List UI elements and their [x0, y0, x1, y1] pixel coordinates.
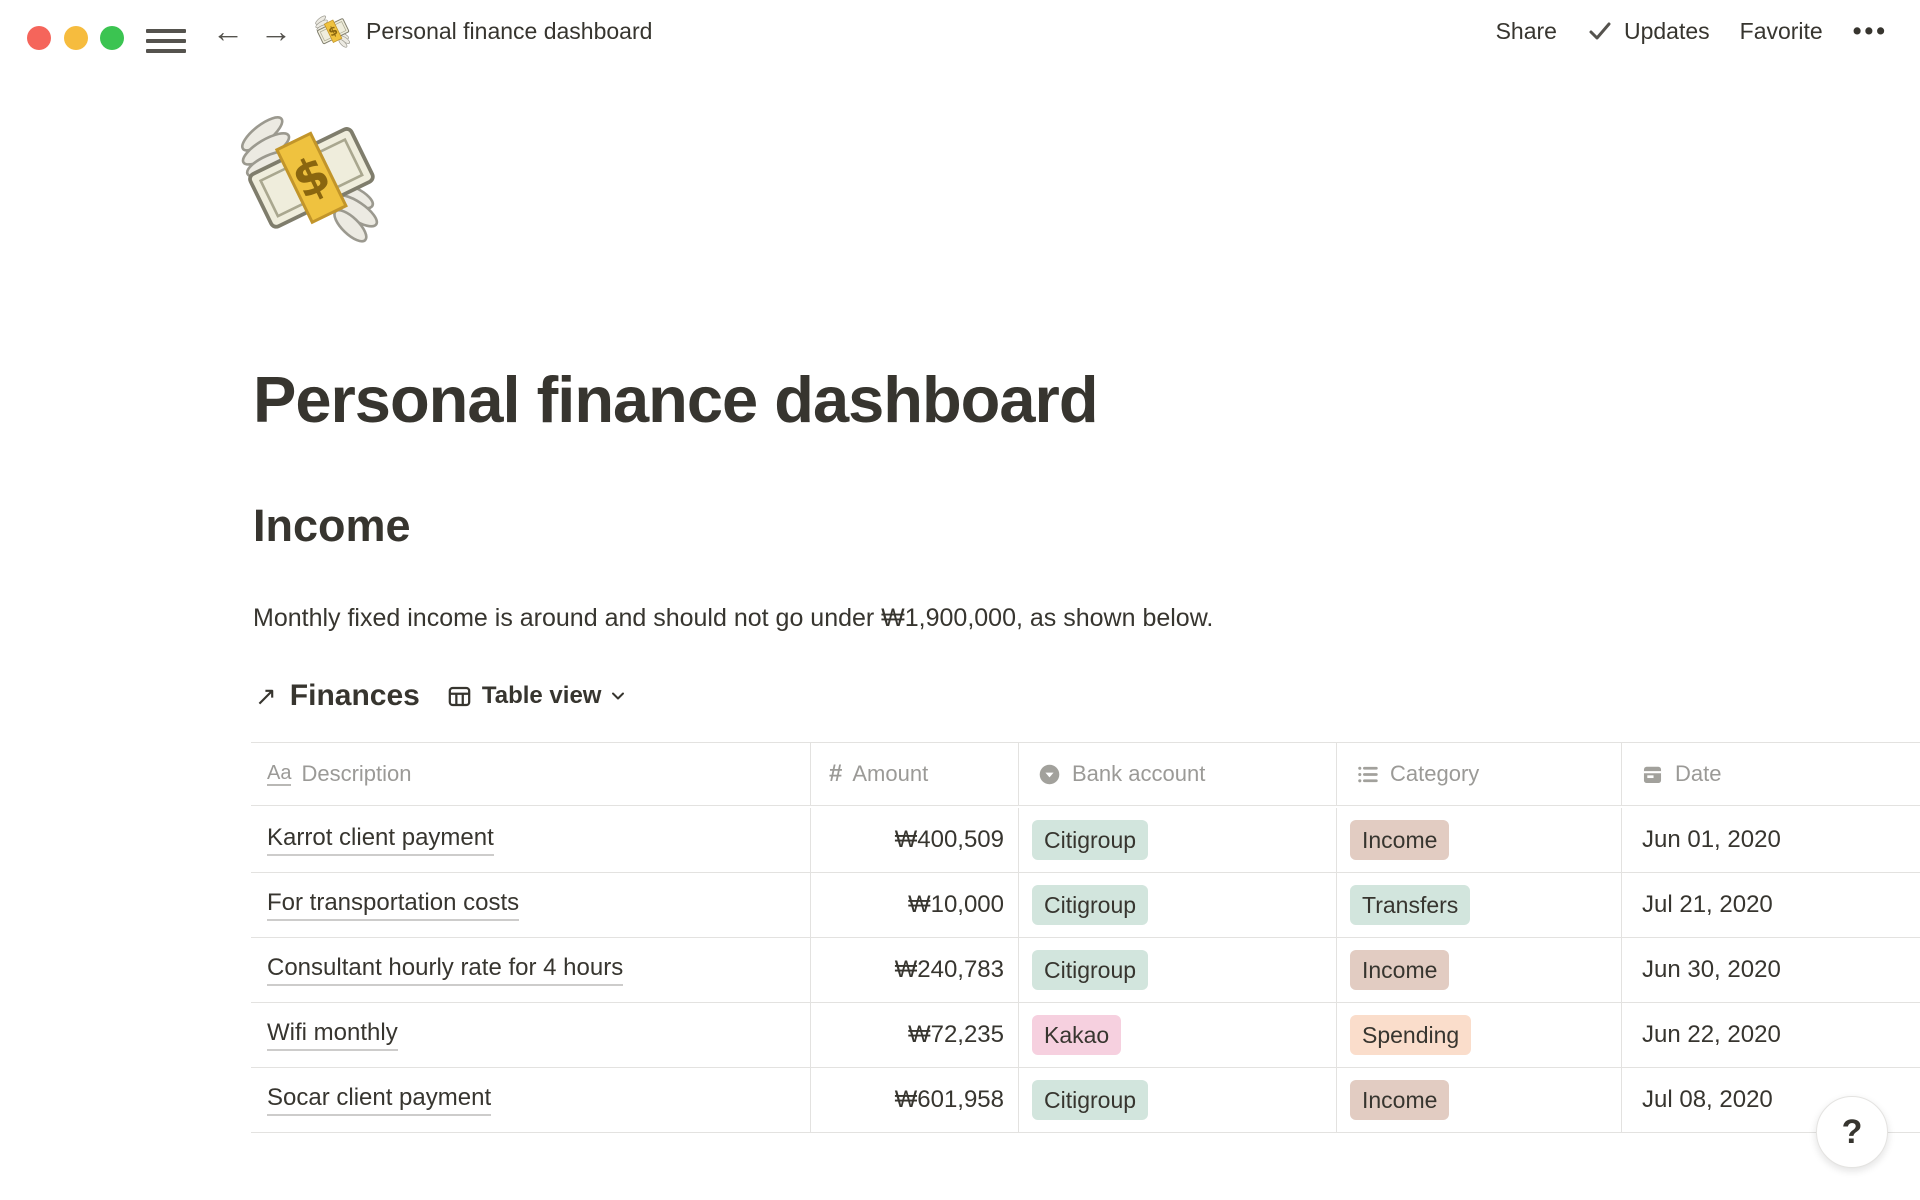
window-titlebar: ← → Personal finance dashboard Share Upd…	[0, 0, 1920, 62]
date-value: Jul 21, 2020	[1642, 891, 1773, 918]
cell-amount[interactable]: ₩400,509	[811, 808, 1019, 873]
amount-value: ₩601,958	[894, 1086, 1004, 1113]
row-title-link[interactable]: Wifi monthly	[267, 1019, 398, 1051]
column-header-label: Date	[1675, 761, 1722, 786]
finances-table: Aa Description # Amount Bank account Cat…	[251, 742, 1920, 1133]
row-title-link[interactable]: For transportation costs	[267, 889, 520, 921]
linked-database-header: ↗ Finances Table view	[255, 674, 626, 718]
row-title-link[interactable]: Socar client payment	[267, 1084, 492, 1116]
date-value: Jul 08, 2020	[1642, 1086, 1773, 1113]
date-property-icon	[1643, 766, 1662, 783]
page-emoji-icon[interactable]	[235, 102, 387, 252]
cell-category[interactable]: Income	[1337, 938, 1622, 1003]
cell-date[interactable]: Jun 22, 2020	[1622, 1003, 1920, 1068]
category-tag[interactable]: Spending	[1350, 1015, 1472, 1055]
minimize-window-button[interactable]	[64, 26, 88, 50]
income-paragraph[interactable]: Monthly fixed income is around and shoul…	[253, 604, 1214, 632]
bank-account-tag[interactable]: Citigroup	[1032, 885, 1149, 925]
cell-date[interactable]: Jul 21, 2020	[1622, 873, 1920, 938]
cell-category[interactable]: Income	[1337, 1068, 1622, 1133]
back-arrow-icon[interactable]: ←	[212, 13, 244, 49]
cell-date[interactable]: Jun 30, 2020	[1622, 938, 1920, 1003]
amount-value: ₩72,235	[907, 1021, 1004, 1048]
share-button[interactable]: Share	[1495, 17, 1557, 44]
select-property-icon	[1039, 764, 1060, 784]
row-title-link[interactable]: Consultant hourly rate for 4 hours	[267, 954, 624, 986]
sidebar-menu-icon[interactable]	[146, 29, 186, 55]
bank-account-tag[interactable]: Kakao	[1032, 1015, 1122, 1055]
chevron-down-icon	[612, 692, 625, 700]
bank-account-tag[interactable]: Citigroup	[1032, 950, 1149, 990]
bank-account-tag[interactable]: Citigroup	[1032, 1080, 1149, 1120]
cell-amount[interactable]: ₩10,000	[811, 873, 1019, 938]
close-window-button[interactable]	[27, 26, 51, 50]
cell-date[interactable]: Jun 01, 2020	[1622, 808, 1920, 873]
amount-value: ₩240,783	[894, 956, 1004, 983]
help-button[interactable]: ?	[1816, 1096, 1888, 1168]
column-header-label: Amount	[852, 761, 929, 786]
category-tag[interactable]: Income	[1350, 950, 1450, 990]
cell-amount[interactable]: ₩240,783	[811, 938, 1019, 1003]
cell-description[interactable]: Wifi monthly	[251, 1003, 811, 1068]
date-value: Jun 30, 2020	[1642, 956, 1781, 983]
column-header-date[interactable]: Date	[1622, 743, 1920, 806]
zoom-window-button[interactable]	[100, 26, 124, 50]
favorite-button[interactable]: Favorite	[1739, 17, 1823, 44]
forward-arrow-icon[interactable]: →	[260, 13, 292, 49]
cell-bank-account[interactable]: Citigroup	[1019, 938, 1337, 1003]
table-view-icon	[448, 686, 471, 706]
cell-amount[interactable]: ₩601,958	[811, 1068, 1019, 1133]
cell-category[interactable]: Transfers	[1337, 873, 1622, 938]
cell-description[interactable]: Socar client payment	[251, 1068, 811, 1133]
page-emoji-icon-small	[314, 12, 352, 50]
title-property-icon: Aa	[267, 762, 292, 786]
more-options-button[interactable]: •••	[1852, 16, 1888, 45]
updates-button-label: Updates	[1623, 17, 1710, 44]
column-header-label: Category	[1390, 761, 1480, 786]
cell-bank-account[interactable]: Kakao	[1019, 1003, 1337, 1068]
titlebar-actions: Share Updates Favorite •••	[1496, 0, 1888, 62]
column-header-label: Bank account	[1072, 761, 1206, 786]
bank-account-tag[interactable]: Citigroup	[1032, 820, 1149, 860]
updates-button[interactable]: Updates	[1587, 18, 1710, 45]
column-header-category[interactable]: Category	[1337, 743, 1622, 806]
amount-value: ₩10,000	[907, 891, 1004, 918]
category-tag[interactable]: Income	[1350, 1080, 1450, 1120]
category-tag[interactable]: Transfers	[1350, 885, 1471, 925]
cell-description[interactable]: Karrot client payment	[251, 808, 811, 873]
table-view-tab[interactable]: Table view	[446, 682, 627, 710]
cell-description[interactable]: Consultant hourly rate for 4 hours	[251, 938, 811, 1003]
cell-date[interactable]: Jul 08, 2020	[1622, 1068, 1920, 1133]
linked-database-title[interactable]: Finances	[289, 679, 420, 712]
column-header-description[interactable]: Aa Description	[251, 743, 811, 806]
linked-database-arrow-icon: ↗	[255, 680, 277, 711]
date-value: Jun 01, 2020	[1642, 826, 1781, 853]
breadcrumb-page-title[interactable]: Personal finance dashboard	[366, 18, 653, 44]
column-header-bank-account[interactable]: Bank account	[1019, 743, 1337, 806]
amount-value: ₩400,509	[894, 826, 1004, 853]
cell-category[interactable]: Spending	[1337, 1003, 1622, 1068]
cell-bank-account[interactable]: Citigroup	[1019, 808, 1337, 873]
column-header-amount[interactable]: # Amount	[811, 743, 1019, 806]
category-tag[interactable]: Income	[1350, 820, 1450, 860]
number-property-icon: #	[829, 760, 843, 787]
cell-amount[interactable]: ₩72,235	[811, 1003, 1019, 1068]
date-value: Jun 22, 2020	[1642, 1021, 1781, 1048]
row-title-link[interactable]: Karrot client payment	[267, 824, 494, 856]
cell-description[interactable]: For transportation costs	[251, 873, 811, 938]
multi-select-property-icon	[1358, 766, 1378, 782]
column-header-label: Description	[301, 761, 412, 786]
cell-bank-account[interactable]: Citigroup	[1019, 873, 1337, 938]
cell-category[interactable]: Income	[1337, 808, 1622, 873]
cell-bank-account[interactable]: Citigroup	[1019, 1068, 1337, 1133]
check-icon	[1587, 18, 1613, 44]
section-heading-income[interactable]: Income	[253, 500, 411, 551]
table-view-label: Table view	[481, 682, 602, 709]
page-title[interactable]: Personal finance dashboard	[253, 363, 1099, 436]
